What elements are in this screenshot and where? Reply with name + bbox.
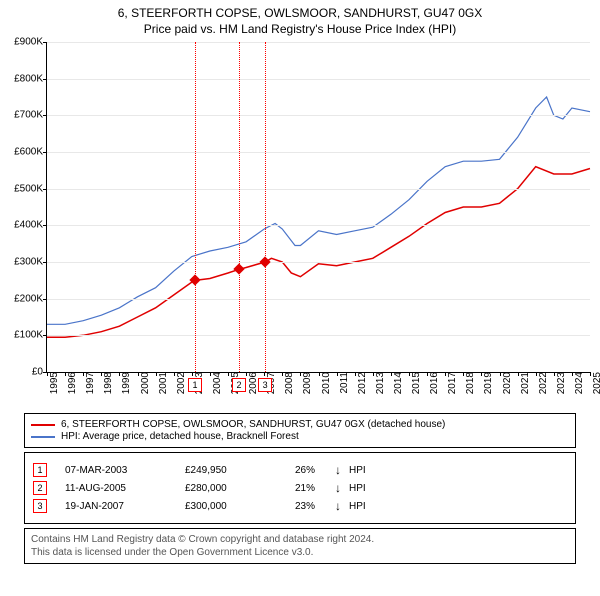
arrow-down-icon: ↓	[335, 481, 349, 495]
xtick-label: 2008	[278, 372, 295, 394]
sale-date: 19-JAN-2007	[65, 501, 185, 512]
legend-swatch	[31, 424, 55, 426]
sale-marker-badge: 3	[33, 499, 47, 513]
ytick-label: £800K	[14, 73, 47, 84]
ytick-label: £400K	[14, 220, 47, 231]
xtick-label: 2025	[586, 372, 600, 394]
attribution: Contains HM Land Registry data © Crown c…	[24, 528, 576, 564]
legend-item: 6, STEERFORTH COPSE, OWLSMOOR, SANDHURST…	[31, 419, 569, 430]
legend-item: HPI: Average price, detached house, Brac…	[31, 431, 569, 442]
xtick-label: 2018	[459, 372, 476, 394]
series-line-hpi	[47, 97, 590, 324]
xtick-label: 2004	[206, 372, 223, 394]
gridline	[47, 299, 590, 300]
sale-marker-box: 3	[258, 378, 272, 392]
sale-price: £300,000	[185, 501, 295, 512]
xtick-label: 2015	[405, 372, 422, 394]
xtick-label: 2016	[423, 372, 440, 394]
sale-pct: 23%	[295, 501, 335, 512]
chart-container: 6, STEERFORTH COPSE, OWLSMOOR, SANDHURST…	[0, 6, 600, 596]
ytick-label: £900K	[14, 37, 47, 48]
xtick-label: 2023	[550, 372, 567, 394]
xtick-label: 2019	[477, 372, 494, 394]
sale-pct: 26%	[295, 465, 335, 476]
xtick-label: 2020	[496, 372, 513, 394]
attribution-line: This data is licensed under the Open Gov…	[31, 546, 569, 559]
ytick-label: £100K	[14, 330, 47, 341]
gridline	[47, 115, 590, 116]
sale-marker-badge: 2	[33, 481, 47, 495]
xtick-label: 2009	[296, 372, 313, 394]
sale-compare: HPI	[349, 501, 366, 512]
sales-table: 1 07-MAR-2003 £249,950 26% ↓ HPI 2 11-AU…	[24, 452, 576, 524]
xtick-label: 1999	[115, 372, 132, 394]
legend: 6, STEERFORTH COPSE, OWLSMOOR, SANDHURST…	[24, 413, 576, 448]
sale-vline	[265, 42, 266, 372]
sale-marker-box: 1	[188, 378, 202, 392]
sale-date: 07-MAR-2003	[65, 465, 185, 476]
xtick-label: 2013	[369, 372, 386, 394]
legend-label: 6, STEERFORTH COPSE, OWLSMOOR, SANDHURST…	[61, 419, 445, 430]
sale-vline	[195, 42, 196, 372]
xtick-label: 1998	[97, 372, 114, 394]
chart-plot-area: £0£100K£200K£300K£400K£500K£600K£700K£80…	[46, 42, 590, 373]
ytick-label: £700K	[14, 110, 47, 121]
xtick-label: 2017	[441, 372, 458, 394]
table-row: 3 19-JAN-2007 £300,000 23% ↓ HPI	[31, 499, 569, 513]
gridline	[47, 189, 590, 190]
gridline	[47, 262, 590, 263]
gridline	[47, 42, 590, 43]
xtick-label: 1997	[79, 372, 96, 394]
sale-price: £280,000	[185, 483, 295, 494]
gridline	[47, 152, 590, 153]
ytick-label: £200K	[14, 293, 47, 304]
gridline	[47, 335, 590, 336]
xtick-label: 2000	[134, 372, 151, 394]
xtick-label: 2021	[514, 372, 531, 394]
gridline	[47, 79, 590, 80]
arrow-down-icon: ↓	[335, 499, 349, 513]
xtick-label: 1995	[43, 372, 60, 394]
xtick-label: 2001	[152, 372, 169, 394]
table-row: 2 11-AUG-2005 £280,000 21% ↓ HPI	[31, 481, 569, 495]
sale-vline	[239, 42, 240, 372]
arrow-down-icon: ↓	[335, 463, 349, 477]
legend-label: HPI: Average price, detached house, Brac…	[61, 431, 299, 442]
xtick-label: 2014	[387, 372, 404, 394]
xtick-label: 2012	[351, 372, 368, 394]
sale-pct: 21%	[295, 483, 335, 494]
sale-marker-box: 2	[232, 378, 246, 392]
legend-swatch	[31, 436, 55, 438]
chart-title-line1: 6, STEERFORTH COPSE, OWLSMOOR, SANDHURST…	[0, 6, 600, 20]
xtick-label: 2011	[333, 372, 350, 394]
attribution-line: Contains HM Land Registry data © Crown c…	[31, 533, 569, 546]
chart-lines-svg	[47, 42, 590, 372]
sale-compare: HPI	[349, 483, 366, 494]
xtick-label: 2010	[315, 372, 332, 394]
xtick-label: 2002	[170, 372, 187, 394]
xtick-label: 2022	[532, 372, 549, 394]
table-row: 1 07-MAR-2003 £249,950 26% ↓ HPI	[31, 463, 569, 477]
ytick-label: £500K	[14, 183, 47, 194]
ytick-label: £600K	[14, 147, 47, 158]
sale-price: £249,950	[185, 465, 295, 476]
series-line-property	[47, 167, 590, 338]
gridline	[47, 225, 590, 226]
ytick-label: £300K	[14, 257, 47, 268]
chart-title-line2: Price paid vs. HM Land Registry's House …	[0, 22, 600, 36]
sale-compare: HPI	[349, 465, 366, 476]
sale-date: 11-AUG-2005	[65, 483, 185, 494]
xtick-label: 1996	[61, 372, 78, 394]
xtick-label: 2024	[568, 372, 585, 394]
sale-marker-badge: 1	[33, 463, 47, 477]
